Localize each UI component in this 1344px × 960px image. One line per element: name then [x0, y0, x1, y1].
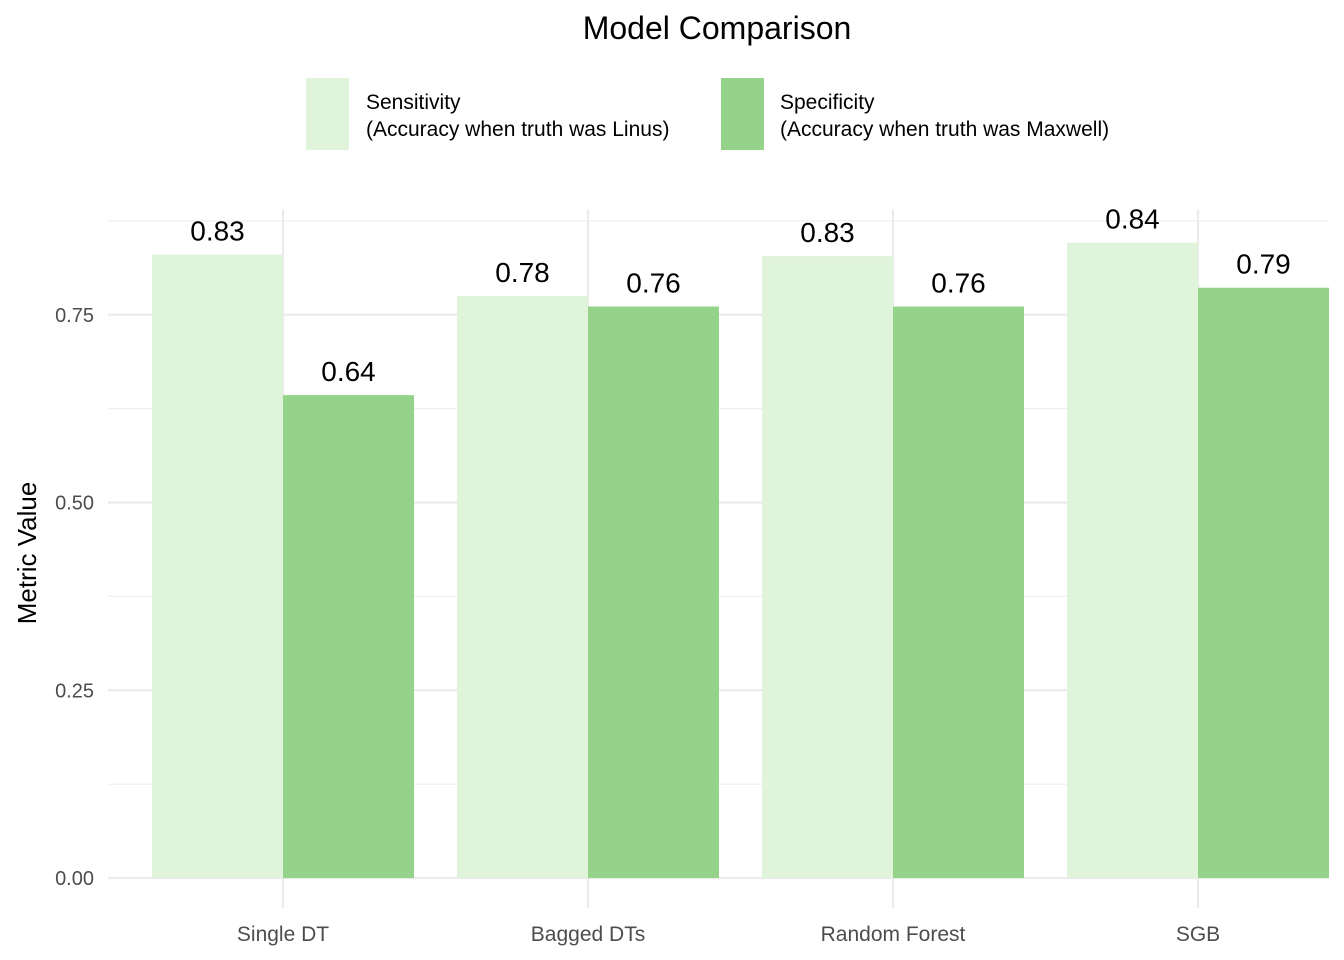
legend-swatch-specificity	[721, 78, 764, 150]
legend: Sensitivity (Accuracy when truth was Lin…	[306, 78, 1109, 150]
legend-swatch-sensitivity	[306, 78, 349, 150]
x-tick-label: Single DT	[237, 923, 329, 946]
data-label-specificity-2: 0.76	[931, 267, 986, 298]
legend-label-sensitivity: Sensitivity	[366, 91, 461, 114]
bar-specificity-0	[283, 395, 414, 878]
y-tick-label: 0.00	[55, 868, 94, 890]
data-label-specificity-0: 0.64	[321, 356, 376, 387]
data-label-sensitivity-1: 0.78	[495, 257, 550, 288]
bar-specificity-2	[893, 306, 1024, 878]
bar-specificity-1	[588, 306, 719, 878]
y-tick-label: 0.75	[55, 305, 94, 327]
bar-sensitivity-3	[1067, 242, 1198, 879]
bar-sensitivity-1	[457, 295, 588, 879]
legend-label-specificity: Specificity	[780, 91, 875, 114]
data-labels: 0.83 0.64 0.78 0.76 0.83 0.76 0.84 0.79	[190, 204, 1291, 387]
y-axis-title: Metric Value	[12, 482, 42, 625]
data-label-sensitivity-2: 0.83	[800, 217, 855, 248]
x-tick-label: Bagged DTs	[531, 923, 645, 946]
y-axis-ticks: 0.00 0.25 0.50 0.75	[55, 305, 94, 890]
legend-sublabel-sensitivity: (Accuracy when truth was Linus)	[366, 118, 669, 141]
legend-sublabel-specificity: (Accuracy when truth was Maxwell)	[780, 118, 1109, 141]
bar-sensitivity-0	[152, 254, 283, 879]
chart-title: Model Comparison	[583, 10, 852, 46]
y-tick-label: 0.50	[55, 493, 94, 515]
y-tick-label: 0.25	[55, 680, 94, 702]
x-tick-label: Random Forest	[821, 923, 966, 946]
data-label-specificity-1: 0.76	[626, 267, 681, 298]
x-tick-label: SGB	[1176, 923, 1220, 946]
data-label-specificity-3: 0.79	[1236, 249, 1291, 280]
x-axis-ticks: Single DT Bagged DTs Random Forest SGB	[237, 923, 1220, 946]
bars	[152, 242, 1329, 879]
bar-specificity-3	[1198, 287, 1329, 878]
data-label-sensitivity-3: 0.84	[1105, 204, 1160, 235]
bar-sensitivity-2	[762, 256, 893, 878]
data-label-sensitivity-0: 0.83	[190, 216, 245, 247]
